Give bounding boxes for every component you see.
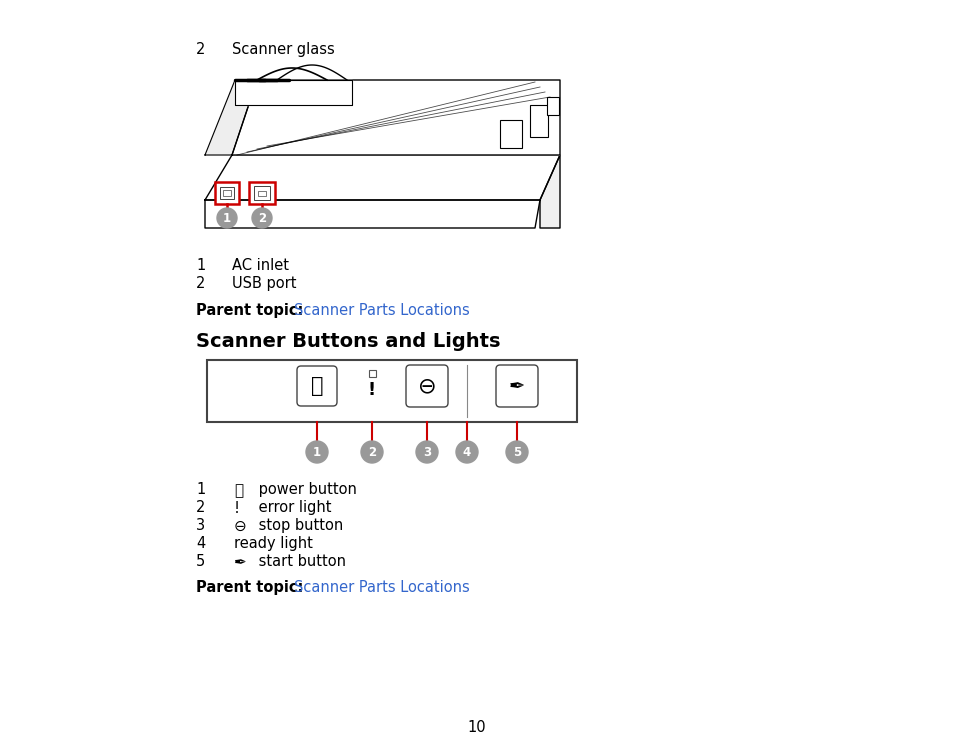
Bar [220, 187, 233, 199]
Bar [499, 120, 521, 148]
Text: ✒: ✒ [508, 376, 525, 396]
Text: 3: 3 [422, 446, 431, 458]
Text: 10: 10 [467, 720, 486, 735]
Text: 1: 1 [313, 446, 321, 458]
Circle shape [416, 441, 437, 463]
Text: ⊖: ⊖ [233, 519, 247, 534]
Circle shape [216, 208, 236, 228]
Text: error light: error light [253, 500, 331, 515]
Text: 4: 4 [462, 446, 471, 458]
Text: 2: 2 [368, 446, 375, 458]
Text: 2: 2 [195, 276, 205, 291]
Text: 1: 1 [195, 482, 205, 497]
Text: ⊖: ⊖ [417, 376, 436, 396]
Circle shape [456, 441, 477, 463]
Text: !: ! [233, 501, 240, 516]
Text: 3: 3 [195, 518, 205, 533]
Text: 1: 1 [195, 258, 205, 273]
Circle shape [306, 441, 328, 463]
Text: ⏻: ⏻ [233, 483, 243, 498]
Text: 2: 2 [257, 212, 266, 224]
Text: Scanner glass: Scanner glass [232, 42, 335, 57]
Circle shape [505, 441, 527, 463]
Text: !: ! [368, 381, 375, 399]
Text: stop button: stop button [253, 518, 343, 533]
Text: 2: 2 [195, 42, 205, 57]
Text: 2: 2 [195, 500, 205, 515]
Bar [369, 370, 375, 377]
Text: power button: power button [253, 482, 356, 497]
Bar [530, 105, 547, 137]
Text: Scanner Buttons and Lights: Scanner Buttons and Lights [195, 332, 500, 351]
Text: Parent topic:: Parent topic: [195, 580, 303, 595]
Text: 1: 1 [223, 212, 231, 224]
Text: 5: 5 [513, 446, 520, 458]
Text: ⏻: ⏻ [311, 376, 323, 396]
Circle shape [252, 208, 272, 228]
Text: 4: 4 [195, 536, 205, 551]
Text: start button: start button [253, 554, 346, 569]
Text: USB port: USB port [232, 276, 296, 291]
Polygon shape [539, 155, 559, 228]
Text: Scanner Parts Locations: Scanner Parts Locations [294, 580, 469, 595]
Bar [207, 360, 577, 422]
Text: Scanner Parts Locations: Scanner Parts Locations [294, 303, 469, 318]
FancyBboxPatch shape [296, 366, 336, 406]
Text: 5: 5 [195, 554, 205, 569]
Text: AC inlet: AC inlet [232, 258, 289, 273]
Circle shape [360, 441, 382, 463]
Polygon shape [205, 200, 539, 228]
Bar [249, 182, 274, 204]
Polygon shape [234, 80, 352, 105]
Polygon shape [205, 80, 256, 155]
Polygon shape [205, 155, 559, 200]
FancyBboxPatch shape [496, 365, 537, 407]
Text: ready light: ready light [233, 536, 313, 551]
Text: Parent topic:: Parent topic: [195, 303, 303, 318]
Polygon shape [232, 80, 559, 155]
Bar [546, 97, 558, 115]
Bar [253, 186, 270, 200]
FancyBboxPatch shape [406, 365, 448, 407]
Bar [214, 182, 239, 204]
Bar [257, 191, 266, 196]
Bar [223, 190, 231, 196]
Text: ✒: ✒ [233, 555, 247, 570]
